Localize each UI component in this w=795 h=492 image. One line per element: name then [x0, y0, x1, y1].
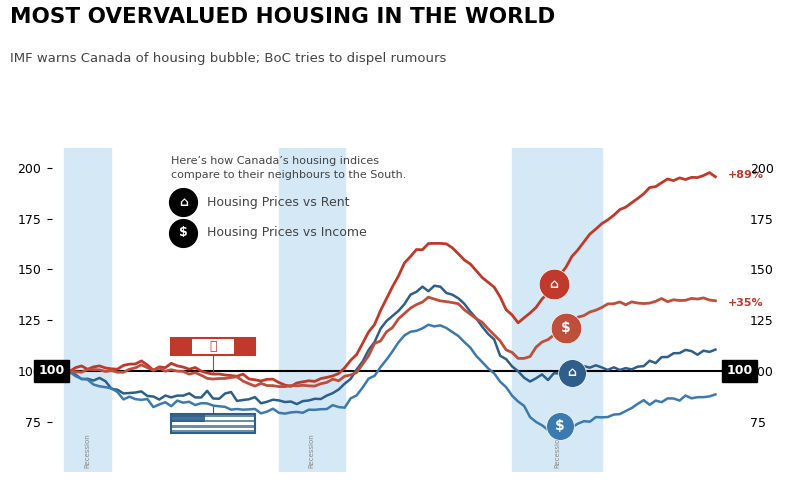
Text: 🍁: 🍁 [209, 340, 217, 353]
Text: Recession: Recession [308, 433, 315, 468]
Text: ⌂: ⌂ [568, 367, 576, 379]
Bar [171, 420, 255, 422]
FancyBboxPatch shape [171, 414, 255, 433]
Bar [279, 148, 345, 472]
Text: $: $ [555, 419, 564, 433]
Bar [512, 148, 602, 472]
Text: Housing Prices vs Income: Housing Prices vs Income [207, 226, 367, 239]
Text: Here’s how Canada’s housing indices
compare to their neighbours to the South.: Here’s how Canada’s housing indices comp… [171, 155, 407, 180]
Text: 100: 100 [726, 365, 753, 377]
Text: ⌂: ⌂ [549, 277, 558, 291]
Text: IMF warns Canada of housing bubble; BoC tries to dispel rumours: IMF warns Canada of housing bubble; BoC … [10, 52, 446, 64]
FancyBboxPatch shape [171, 338, 255, 355]
Text: +35%: +35% [727, 298, 763, 308]
Text: Recession: Recession [84, 433, 91, 468]
Text: $: $ [179, 226, 188, 239]
Bar [171, 414, 255, 417]
Text: Housing Prices vs Rent: Housing Prices vs Rent [207, 196, 350, 209]
Text: 100: 100 [38, 365, 65, 377]
Bar [171, 414, 205, 422]
Text: ⌂: ⌂ [179, 196, 188, 209]
Bar [234, 338, 255, 355]
Bar [64, 148, 111, 472]
Text: Recession: Recession [554, 433, 560, 468]
Text: $: $ [561, 321, 571, 335]
Text: MOST OVERVALUED HOUSING IN THE WORLD: MOST OVERVALUED HOUSING IN THE WORLD [10, 7, 555, 28]
Bar [171, 338, 192, 355]
Bar [171, 430, 255, 433]
Text: +89%: +89% [727, 170, 763, 180]
Bar [171, 425, 255, 428]
